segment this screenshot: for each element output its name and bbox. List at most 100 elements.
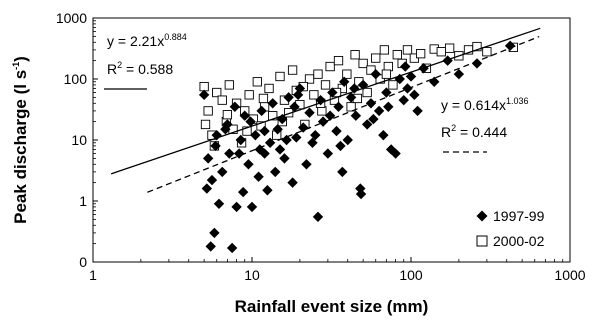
point-2000-02 <box>371 53 381 63</box>
point-2000-02 <box>268 111 278 121</box>
point-1997-99 <box>198 89 210 101</box>
point-2000-02 <box>258 93 269 104</box>
point-1997-99 <box>205 241 216 252</box>
point-1997-99 <box>307 137 318 148</box>
x-axis-title: Rainfall event size (mm) <box>235 297 429 316</box>
fit-line-dashed <box>147 35 540 193</box>
point-1997-99 <box>262 185 273 196</box>
point-1997-99 <box>245 116 256 127</box>
point-2000-02 <box>199 81 209 92</box>
point-1997-99 <box>378 129 389 141</box>
data-points <box>198 40 518 254</box>
point-1997-99 <box>312 211 324 223</box>
point-2000-02 <box>244 90 254 100</box>
point-1997-99 <box>361 119 373 130</box>
point-1997-99 <box>301 159 312 170</box>
point-1997-99 <box>400 61 411 72</box>
point-1997-99 <box>324 110 336 121</box>
point-1997-99 <box>370 68 381 80</box>
y-tick-label: 100 <box>64 71 88 87</box>
legend-marker-diamond <box>476 210 488 222</box>
point-1997-99 <box>253 171 264 182</box>
y-axis-title: Peak discharge (l s-1) <box>11 56 30 224</box>
point-2000-02 <box>362 87 372 98</box>
fit-equation-solid: y = 2.21x0.884 <box>107 32 187 49</box>
fit-lines <box>110 27 541 193</box>
point-2000-02 <box>325 61 335 72</box>
point-1997-99 <box>287 177 298 188</box>
point-1997-99 <box>381 87 392 98</box>
y-tick-label: 10 <box>71 132 87 148</box>
point-1997-99 <box>210 140 221 152</box>
point-1997-99 <box>429 76 440 87</box>
point-2000-02 <box>224 80 234 90</box>
point-1997-99 <box>405 71 417 82</box>
point-1997-99 <box>368 113 379 125</box>
point-1997-99 <box>209 227 220 239</box>
point-1997-99 <box>310 129 321 141</box>
point-2000-02 <box>317 106 327 116</box>
point-1997-99 <box>264 137 276 148</box>
point-2000-02 <box>333 55 344 66</box>
point-2000-02 <box>242 126 252 136</box>
x-tick-label: 1000 <box>554 267 585 283</box>
point-1997-99 <box>274 144 286 155</box>
legend-label-2000-02: 2000-02 <box>493 233 545 249</box>
point-1997-99 <box>220 124 231 135</box>
point-1997-99 <box>331 125 342 137</box>
point-1997-99 <box>471 58 483 69</box>
point-1997-99 <box>355 188 367 200</box>
point-2000-02 <box>482 47 492 57</box>
fit-line-solid <box>110 27 541 175</box>
point-1997-99 <box>504 40 516 52</box>
point-1997-99 <box>202 153 214 164</box>
point-1997-99 <box>239 110 250 121</box>
point-1997-99 <box>281 134 292 146</box>
plot-frame <box>92 17 571 263</box>
x-tick-label: 100 <box>399 267 423 283</box>
point-1997-99 <box>317 116 329 127</box>
fit-equation-dashed: y = 0.614x1.036 <box>441 96 529 113</box>
point-2000-02 <box>222 110 233 120</box>
point-1997-99 <box>338 76 350 87</box>
point-1997-99 <box>235 134 246 146</box>
point-2000-02 <box>217 95 227 105</box>
point-1997-99 <box>350 110 362 121</box>
point-1997-99 <box>383 101 394 113</box>
point-2000-02 <box>436 47 446 57</box>
y-tick-label: 1 <box>79 193 87 209</box>
point-2000-02 <box>416 49 426 59</box>
point-1997-99 <box>226 242 238 254</box>
point-2000-02 <box>342 69 352 79</box>
point-1997-99 <box>224 148 235 159</box>
point-1997-99 <box>291 132 302 143</box>
point-1997-99 <box>259 125 270 137</box>
point-1997-99 <box>327 87 338 98</box>
point-2000-02 <box>444 43 455 53</box>
y-tick-label: 0 <box>79 254 87 270</box>
point-1997-99 <box>237 186 249 198</box>
point-2000-02 <box>379 45 390 55</box>
point-2000-02 <box>252 77 262 87</box>
point-2000-02 <box>383 61 393 72</box>
point-1997-99 <box>335 140 346 152</box>
x-tick-label: 1 <box>89 267 97 283</box>
point-2000-02 <box>320 80 331 90</box>
point-2000-02 <box>358 58 368 69</box>
point-1997-99 <box>345 92 357 103</box>
point-1997-99 <box>201 183 213 194</box>
point-1997-99 <box>233 148 245 159</box>
y-tick-label: 1000 <box>56 10 87 26</box>
point-1997-99 <box>243 159 254 170</box>
point-1997-99 <box>409 89 420 101</box>
point-2000-02 <box>304 74 315 84</box>
point-2000-02 <box>388 80 398 90</box>
point-2000-02 <box>275 71 285 82</box>
point-1997-99 <box>231 201 242 213</box>
point-1997-99 <box>229 101 241 113</box>
point-2000-02 <box>264 83 274 94</box>
point-1997-99 <box>298 122 309 133</box>
point-1997-99 <box>213 198 225 209</box>
point-1997-99 <box>442 55 453 66</box>
point-2000-02 <box>200 119 211 130</box>
